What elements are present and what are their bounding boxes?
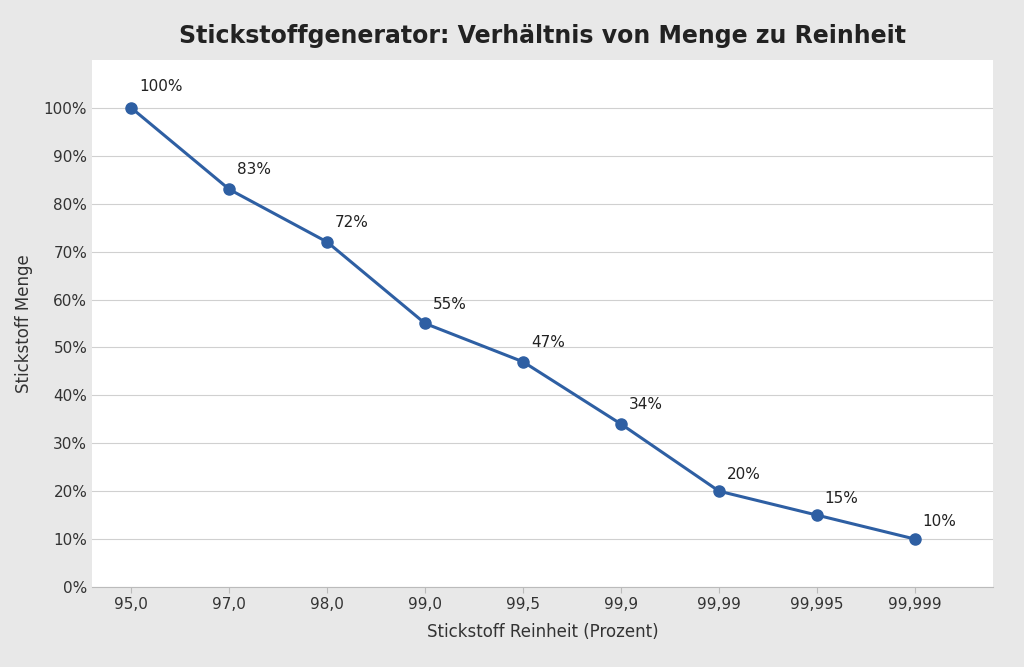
Text: 83%: 83%	[238, 162, 271, 177]
Text: 15%: 15%	[824, 490, 859, 506]
Text: 34%: 34%	[629, 397, 663, 412]
Text: 47%: 47%	[531, 335, 565, 350]
X-axis label: Stickstoff Reinheit (Prozent): Stickstoff Reinheit (Prozent)	[427, 624, 658, 642]
Text: 100%: 100%	[139, 79, 182, 93]
Text: 20%: 20%	[727, 467, 761, 482]
Text: 72%: 72%	[335, 215, 369, 230]
Text: 10%: 10%	[923, 514, 956, 530]
Text: 55%: 55%	[433, 297, 467, 311]
Y-axis label: Stickstoff Menge: Stickstoff Menge	[14, 254, 33, 393]
Title: Stickstoffgenerator: Verhältnis von Menge zu Reinheit: Stickstoffgenerator: Verhältnis von Meng…	[179, 25, 906, 49]
